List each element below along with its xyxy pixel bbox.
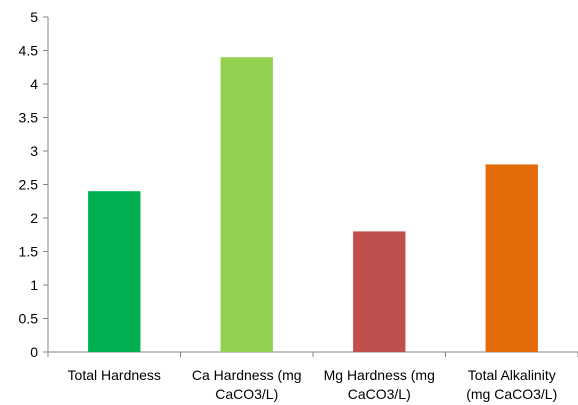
y-tick-label: 3 [30,143,38,159]
y-tick-label: 1.5 [19,244,39,260]
x-tick-label: Total Hardness [68,367,161,383]
bar [88,191,141,352]
y-tick-label: 4 [30,76,38,92]
bars [88,57,538,352]
x-tick-label: CaCO3/L) [348,386,411,402]
bar [353,231,406,352]
x-axis [47,351,578,357]
bar [220,57,273,352]
y-tick-label: 4.5 [19,43,39,59]
x-tick-labels: Total Hardness Ca Hardness (mg CaCO3/L) Mg … [68,367,558,402]
bar [485,164,538,352]
y-tick-label: 0.5 [19,311,39,327]
y-tick-label: 5 [30,9,38,25]
y-tick-label: 3.5 [19,110,39,126]
y-axis: 0 0.5 1 1.5 2 2.5 3 3.5 4 4.5 5 [19,9,49,360]
x-tick-label: Ca Hardness (mg [192,367,302,383]
x-tick-label: (mg CaCO3/L) [466,386,557,402]
x-tick-label: Mg Hardness (mg [324,367,435,383]
x-tick-label: CaCO3/L) [215,386,278,402]
y-tick-label: 2.5 [19,177,39,193]
x-tick-label: Total Alkalinity [468,367,556,383]
y-tick-label: 1 [30,277,38,293]
y-tick-label: 0 [30,344,38,360]
y-tick-label: 2 [30,210,38,226]
